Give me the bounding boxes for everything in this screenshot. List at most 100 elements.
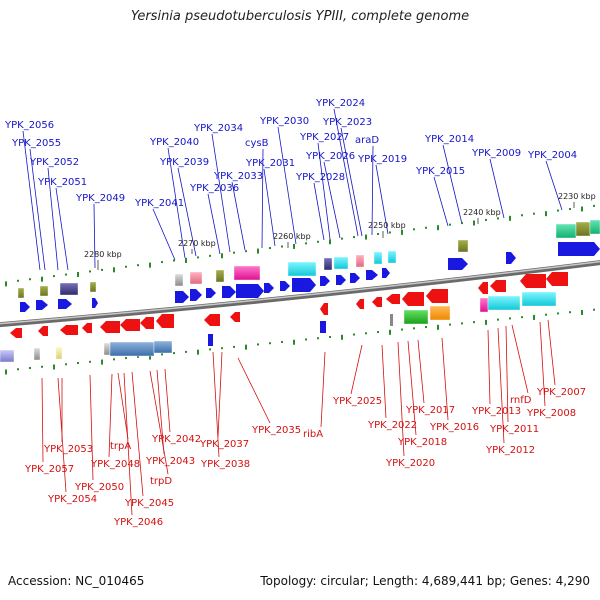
track-dot <box>245 250 247 253</box>
reverse-gene-label: YPK_2048 <box>90 459 140 470</box>
forward-gene-label: cysB <box>245 138 269 149</box>
track-dot <box>509 317 511 320</box>
reverse-gene-arrow <box>156 314 174 328</box>
reverse-gene-label: YPK_2017 <box>405 405 455 416</box>
feature-block <box>153 340 173 354</box>
accession-text: Accession: NC_010465 <box>8 574 145 588</box>
feature-block <box>355 254 365 268</box>
feature-block <box>39 285 49 297</box>
track-dot <box>521 214 523 217</box>
track-dot <box>197 256 199 259</box>
track-dot <box>161 353 163 356</box>
leader-line <box>442 144 463 225</box>
forward-gene-label: YPK_2031 <box>245 158 295 169</box>
forward-gene-arrow <box>190 289 202 301</box>
track-dot <box>209 254 211 257</box>
track-dot <box>401 328 403 331</box>
leader-line <box>117 372 129 440</box>
track-dot <box>341 334 343 340</box>
track-dot <box>437 225 439 231</box>
feature-block <box>589 219 600 235</box>
track-dot <box>197 349 199 355</box>
feature-block <box>0 349 15 363</box>
track-dot <box>449 223 451 226</box>
track-dot <box>497 318 499 321</box>
track-dot <box>569 208 571 211</box>
track-dot <box>281 245 283 248</box>
reverse-gene-label: rnfD <box>510 395 532 406</box>
leader-line <box>277 126 297 245</box>
leader-line <box>29 148 46 271</box>
track-dot <box>353 236 355 239</box>
feature-block <box>215 269 225 283</box>
reverse-gene-label: YPK_2016 <box>429 422 479 433</box>
forward-gene-label: YPK_2055 <box>11 138 61 149</box>
track-dot <box>185 257 187 263</box>
track-dot <box>485 218 487 221</box>
track-dot <box>113 267 115 273</box>
coordinate-tick-label: 2260 kbp <box>273 232 311 241</box>
track-dot <box>569 311 571 314</box>
track-dot <box>521 316 523 319</box>
leader-line <box>57 377 67 493</box>
leader-line <box>131 371 144 497</box>
track-dot <box>185 350 187 353</box>
leader-line <box>237 357 271 424</box>
track-dot <box>269 247 271 250</box>
leader-line <box>323 161 341 239</box>
reverse-gene-arrow <box>426 289 448 303</box>
reverse-gene-label: YPK_2043 <box>145 456 195 467</box>
leader-line <box>381 344 387 419</box>
leader-line <box>217 351 223 438</box>
forward-strand-genes <box>20 242 600 346</box>
feature-block <box>479 297 489 313</box>
forward-gene-label: YPK_2033 <box>213 171 263 182</box>
forward-gene-arrow <box>292 278 316 292</box>
leader-line <box>371 145 374 236</box>
reverse-gene-label: YPK_2045 <box>124 498 174 509</box>
gene-labels: YPK_2056 YPK_2055 YPK_2052 YPK_2051 YPK_2049… <box>4 98 586 528</box>
forward-gene-arrow <box>206 288 216 298</box>
forward-gene-label: YPK_2041 <box>134 198 184 209</box>
leader-line <box>149 370 169 475</box>
track-dot <box>425 326 427 329</box>
reverse-gene-label: YPK_2038 <box>200 459 250 470</box>
leader-line <box>41 377 44 463</box>
track-dot <box>221 347 223 350</box>
leader-line <box>487 329 491 405</box>
leader-line <box>108 373 113 458</box>
track-dot <box>425 226 427 229</box>
leader-line <box>22 130 41 271</box>
feature-block <box>103 342 111 356</box>
genome-info-text: Topology: circular; Length: 4,689,441 bp… <box>260 574 590 588</box>
track-dot <box>329 239 331 245</box>
forward-gene-arrow <box>36 300 48 310</box>
forward-gene-arrow <box>350 273 360 283</box>
track-dot <box>329 336 331 339</box>
track-dot <box>269 342 271 345</box>
track-dot <box>293 243 295 249</box>
forward-gene-label: YPK_2015 <box>415 166 465 177</box>
track-dot <box>557 209 559 212</box>
leader-line <box>545 160 563 211</box>
track-dot <box>533 212 535 215</box>
leader-line <box>177 167 197 257</box>
track-dot <box>29 367 31 370</box>
track-dot <box>77 362 79 365</box>
track-dot <box>365 234 367 240</box>
track-dot <box>353 333 355 336</box>
leader-line <box>320 351 326 428</box>
leader-line <box>55 187 69 271</box>
leader-line <box>441 337 449 421</box>
outer-dot-tracks <box>5 204 595 375</box>
reverse-gene-arrow <box>320 303 328 315</box>
reverse-gene-label: trpA <box>110 441 131 452</box>
forward-gene-label: YPK_2027 <box>299 132 349 143</box>
reverse-gene-arrow <box>372 297 382 307</box>
genome-backbone-highlight <box>0 260 600 325</box>
track-dot <box>317 337 319 340</box>
leader-line <box>547 319 556 386</box>
reverse-gene-arrow <box>490 280 506 292</box>
forward-gene-label: YPK_2049 <box>75 193 125 204</box>
reverse-gene-arrow <box>546 272 568 286</box>
